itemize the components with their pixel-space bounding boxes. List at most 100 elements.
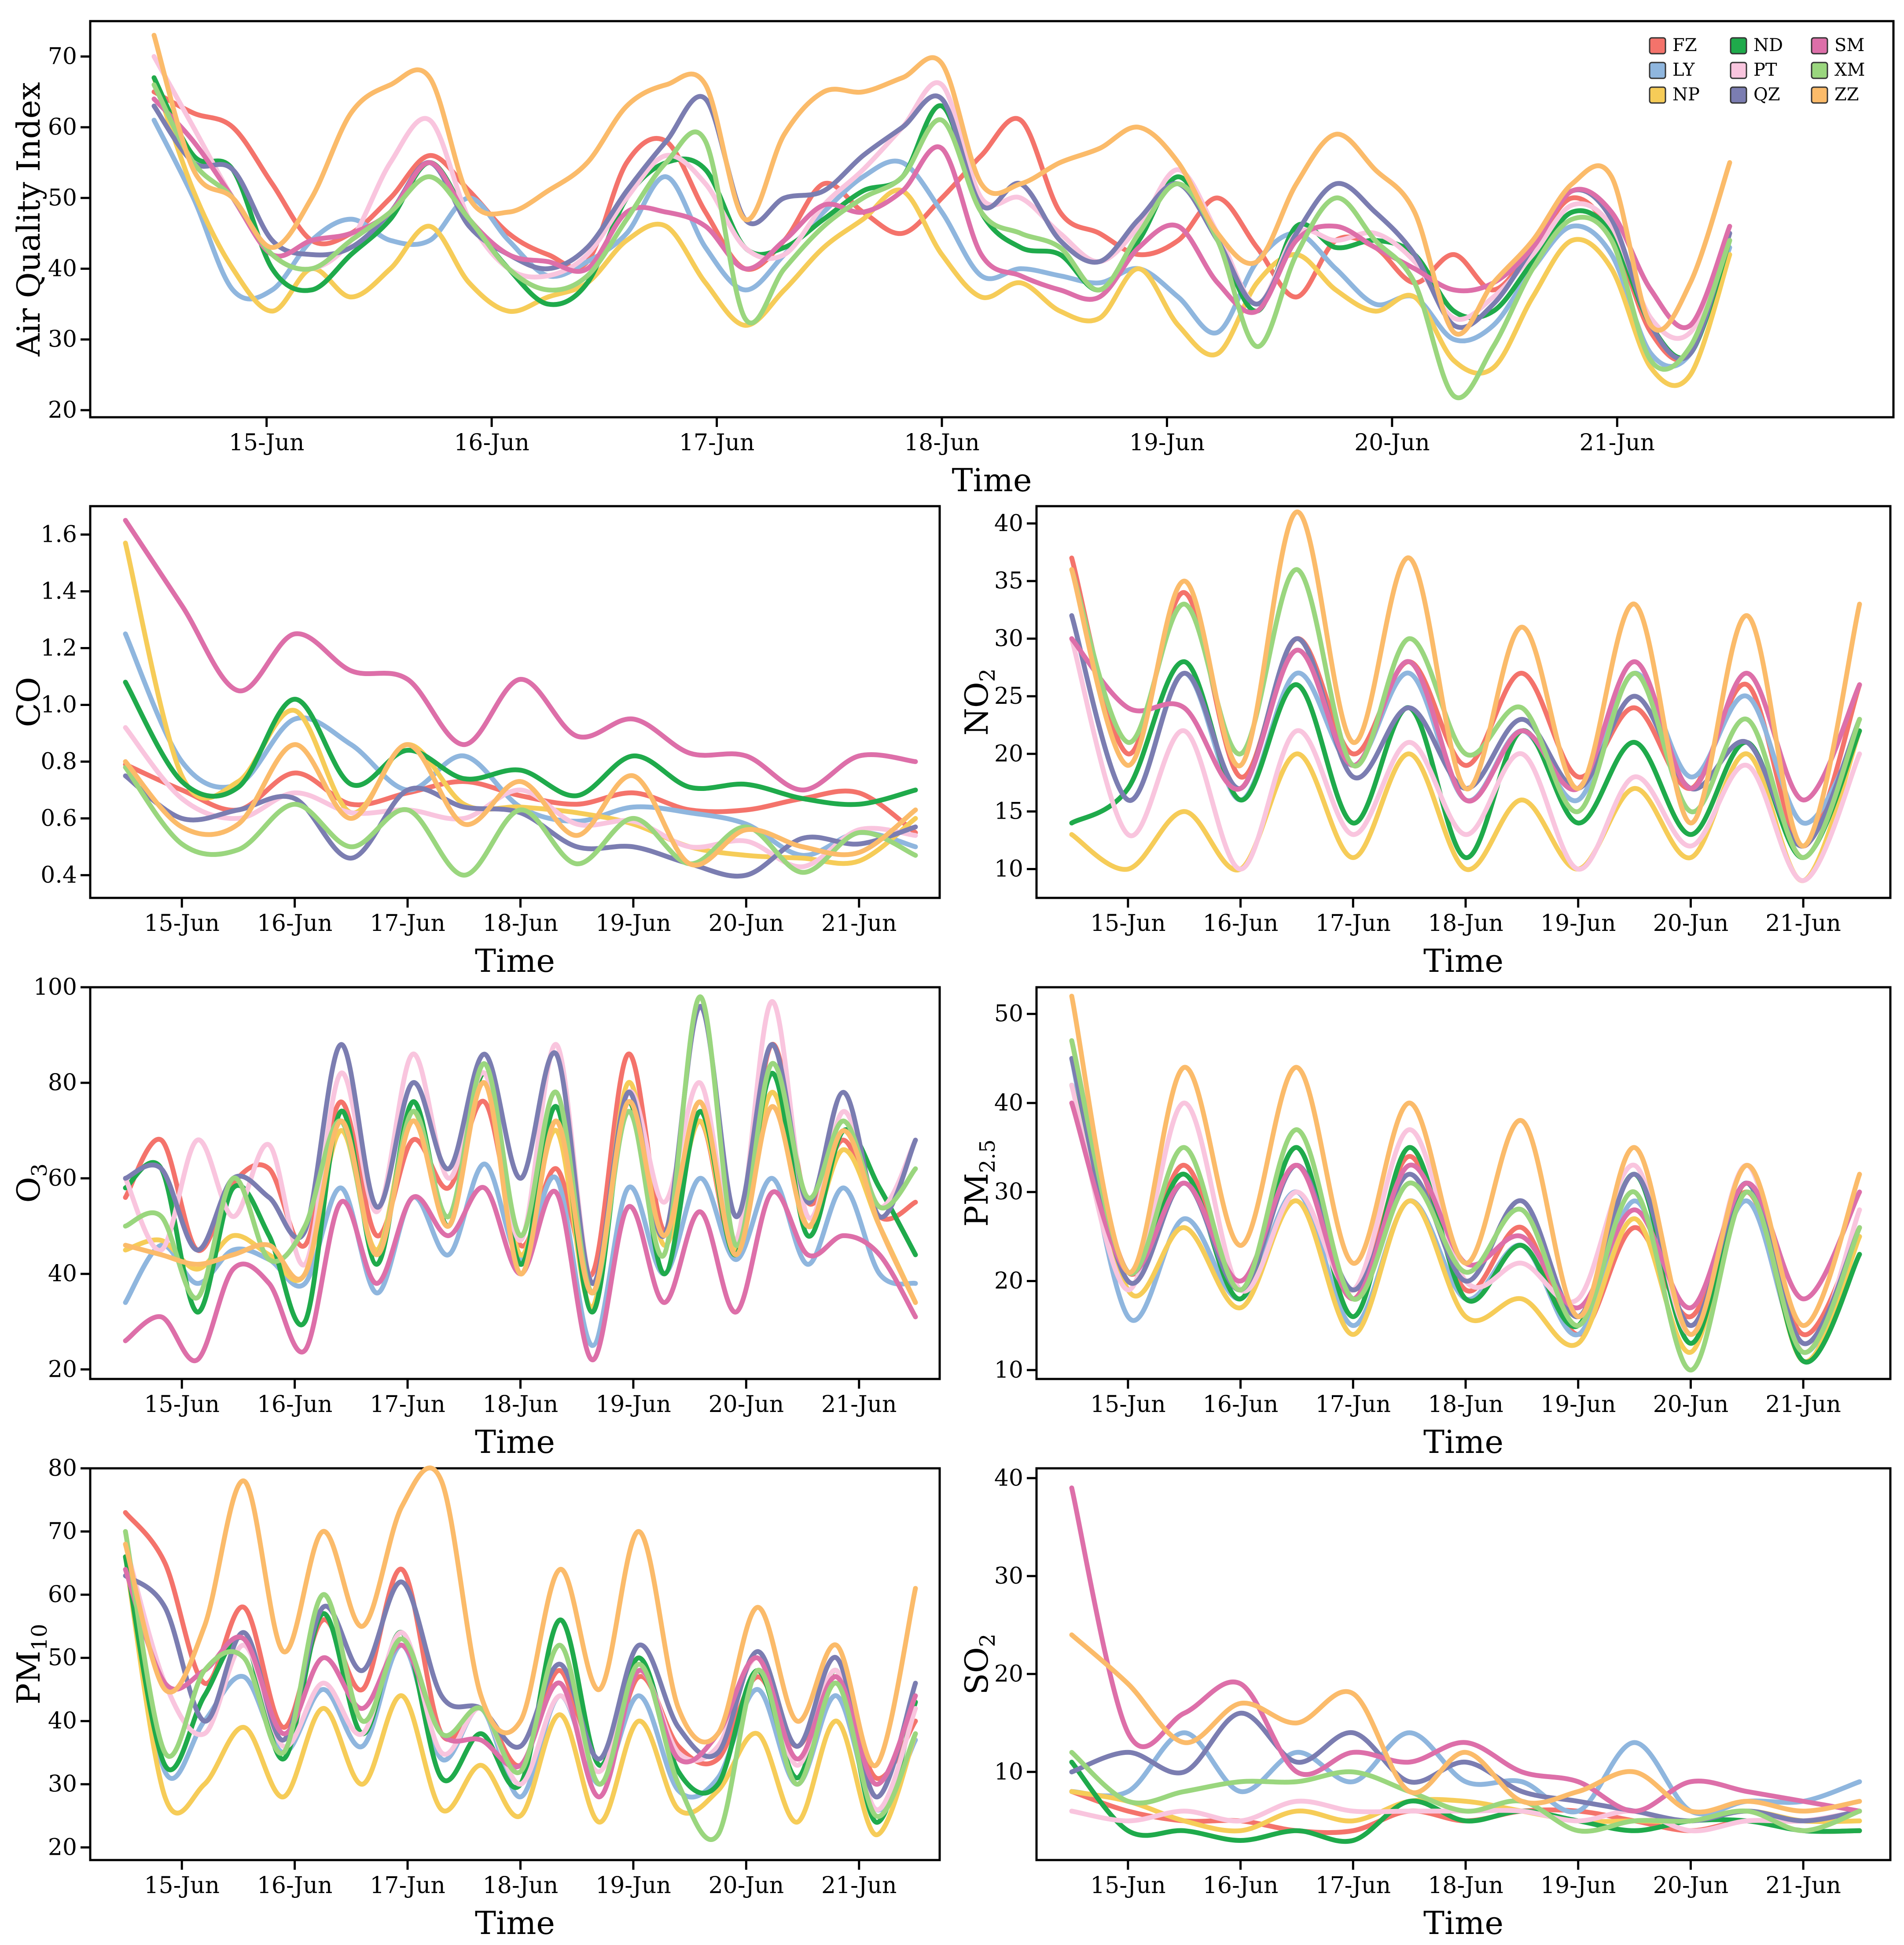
legend-label-zz: ZZ bbox=[1834, 85, 1859, 105]
series-line-nd bbox=[123, 680, 918, 807]
series-line-xm bbox=[1069, 1750, 1862, 1834]
legend-label-nd: ND bbox=[1753, 35, 1783, 55]
y-axis-label: PM10 bbox=[10, 1624, 52, 1704]
legend-swatch-zz bbox=[1811, 86, 1828, 104]
x-tick-label: 19-Jun bbox=[595, 1872, 671, 1899]
y-tick-label: 70 bbox=[48, 1518, 77, 1545]
series-line-pt bbox=[123, 999, 918, 1286]
x-tick-label: 16-Jun bbox=[454, 430, 529, 456]
y-axis-label-subscript: 3 bbox=[27, 1163, 52, 1177]
y-tick-label: 20 bbox=[48, 1356, 77, 1382]
legend-swatch-pt bbox=[1730, 62, 1747, 79]
legend-label-sm: SM bbox=[1834, 35, 1864, 55]
x-tick-label: 18-Jun bbox=[483, 1872, 559, 1899]
y-axis-label: PM2.5 bbox=[958, 1140, 1000, 1227]
x-axis-label: Time bbox=[1423, 1423, 1503, 1460]
y-tick-label: 25 bbox=[994, 683, 1023, 710]
x-tick-label: 18-Jun bbox=[483, 1391, 559, 1418]
x-tick-label: 16-Jun bbox=[1203, 1391, 1279, 1418]
x-tick-label: 20-Jun bbox=[1653, 1872, 1729, 1899]
plot-frame bbox=[89, 986, 941, 1380]
x-tick-label: 20-Jun bbox=[1653, 1391, 1729, 1418]
y-tick-label: 80 bbox=[48, 1070, 77, 1096]
x-tick-label: 20-Jun bbox=[1653, 910, 1729, 937]
series-line-zz bbox=[123, 1465, 918, 1769]
x-tick-label: 15-Jun bbox=[1090, 910, 1166, 937]
x-tick-label: 16-Jun bbox=[257, 1391, 333, 1418]
x-axis-label: Time bbox=[475, 1905, 555, 1941]
y-tick-label: 10 bbox=[994, 856, 1023, 882]
y-axis-label-text: O bbox=[10, 1177, 47, 1203]
plot-frame bbox=[89, 1467, 941, 1861]
series-line-zz bbox=[1069, 993, 1862, 1337]
legend-swatch-sm bbox=[1811, 37, 1828, 55]
y-tick-label: 80 bbox=[48, 1455, 77, 1482]
x-tick-label: 21-Jun bbox=[1579, 430, 1655, 456]
y-axis-label: Air Quality Index bbox=[10, 82, 47, 357]
x-tick-label: 17-Jun bbox=[1315, 1391, 1391, 1418]
series-line-np bbox=[151, 75, 1732, 388]
y-tick-label: 50 bbox=[994, 1001, 1023, 1027]
x-tick-label: 21-Jun bbox=[821, 1391, 897, 1418]
legend-swatch-np bbox=[1649, 86, 1666, 104]
series-line-fz bbox=[151, 89, 1732, 363]
plot-frame bbox=[89, 505, 941, 899]
y-axis-label-subscript: 2 bbox=[975, 669, 1000, 682]
y-tick-label: 40 bbox=[994, 1465, 1023, 1491]
y-axis-label: SO2 bbox=[958, 1634, 1000, 1695]
panel-aqi: 20 30 40 50 60 70 15-Jun 16-Jun 17-Jun 18-Jun 19-J… bbox=[10, 20, 1895, 499]
legend: FZ LY NP ND PT QZ SM XM ZZ bbox=[1649, 35, 1865, 105]
y-tick-label: 30 bbox=[994, 1179, 1023, 1205]
series-line-ly bbox=[151, 118, 1732, 369]
y-tick-label: 60 bbox=[48, 1165, 77, 1191]
series-line-pt bbox=[1069, 636, 1862, 883]
panel-pm25: 10 20 30 40 50 15-Jun 16-Jun 17-Jun 18-Jun 19-Jun… bbox=[958, 986, 1892, 1460]
y-axis-label-subscript: 2 bbox=[975, 1634, 1000, 1647]
panel-co: 0.4 0.6 0.8 1.0 1.2 1.4 1.6 15-Jun 16-Jun 17-Jun 1… bbox=[10, 505, 941, 979]
series-line-fz bbox=[1069, 555, 1862, 849]
x-tick-label: 19-Jun bbox=[595, 910, 671, 937]
x-tick-label: 16-Jun bbox=[1203, 910, 1279, 937]
legend-swatch-qz bbox=[1730, 86, 1747, 104]
series-line-pt bbox=[1069, 1798, 1862, 1834]
series-line-sm bbox=[1069, 636, 1862, 804]
x-axis-label: Time bbox=[1423, 1905, 1503, 1941]
y-tick-label: 30 bbox=[994, 625, 1023, 652]
x-axis-label: Time bbox=[952, 462, 1032, 499]
x-tick-label: 15-Jun bbox=[144, 1391, 220, 1418]
y-axis-label-text: Air Quality Index bbox=[10, 82, 47, 357]
series-line-ly bbox=[123, 1162, 918, 1348]
y-axis-label-text: PM bbox=[958, 1173, 995, 1227]
series-line-ly bbox=[1069, 1730, 1862, 1816]
series-line-zz bbox=[1069, 509, 1862, 849]
panel-o3: 20 40 60 80 100 15-Jun 16-Jun 17-Jun 18-Jun 19-Ju… bbox=[10, 974, 941, 1460]
y-tick-label: 20 bbox=[48, 397, 77, 423]
x-axis-label: Time bbox=[475, 1423, 555, 1460]
series-line-zz bbox=[1069, 1632, 1862, 1815]
legend-swatch-xm bbox=[1811, 62, 1828, 79]
x-tick-label: 16-Jun bbox=[1203, 1872, 1279, 1899]
series-line-nd bbox=[1069, 1760, 1862, 1844]
y-axis-label-text: PM bbox=[10, 1651, 47, 1704]
y-axis-label: NO2 bbox=[958, 669, 1000, 736]
x-tick-label: 17-Jun bbox=[679, 430, 755, 456]
x-tick-label: 15-Jun bbox=[1090, 1872, 1166, 1899]
series-line-np bbox=[123, 540, 918, 866]
y-tick-label: 1.0 bbox=[40, 691, 77, 718]
series-line-xm bbox=[151, 82, 1732, 401]
series-line-xm bbox=[123, 765, 918, 878]
y-tick-label: 40 bbox=[994, 510, 1023, 537]
plot-frame bbox=[1035, 986, 1892, 1380]
x-tick-label: 15-Jun bbox=[229, 430, 305, 456]
y-tick-label: 35 bbox=[994, 568, 1023, 594]
series-line-np bbox=[1069, 728, 1862, 883]
x-tick-label: 20-Jun bbox=[709, 1391, 784, 1418]
series-line-qz bbox=[151, 93, 1732, 361]
x-tick-label: 18-Jun bbox=[1428, 910, 1503, 937]
x-tick-label: 19-Jun bbox=[1129, 430, 1205, 456]
legend-label-np: NP bbox=[1672, 85, 1700, 105]
x-tick-label: 21-Jun bbox=[1765, 1391, 1841, 1418]
y-tick-label: 100 bbox=[33, 974, 77, 1000]
x-tick-label: 17-Jun bbox=[370, 910, 445, 937]
x-tick-label: 17-Jun bbox=[1315, 910, 1391, 937]
